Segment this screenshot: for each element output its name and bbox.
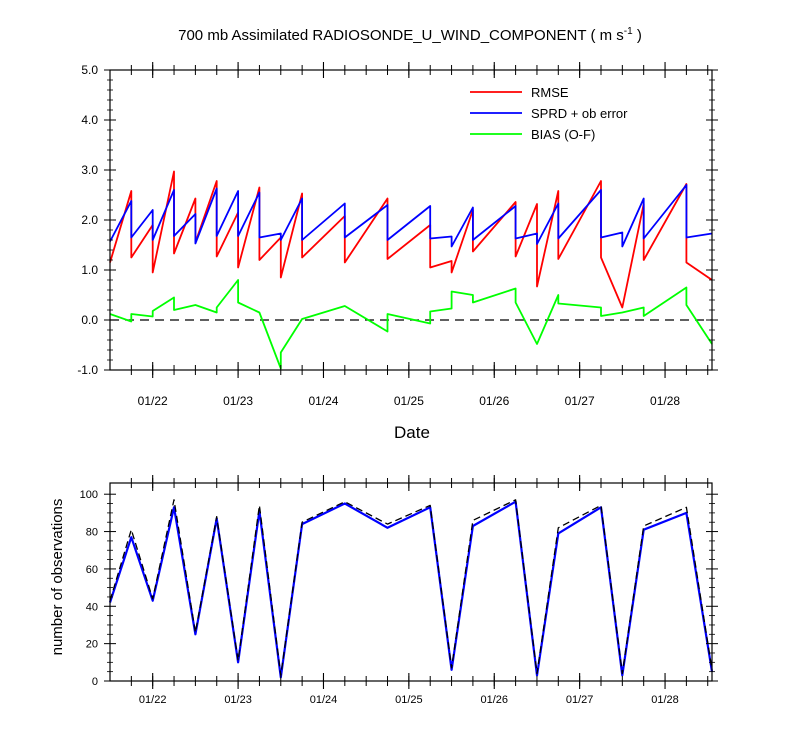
x-axis-label: Date [394, 423, 430, 442]
y-tick-label: 0 [92, 676, 98, 688]
legend-label-bias-o-f: BIAS (O-F) [531, 127, 595, 142]
x-tick-label-01-22: 01/22 [138, 394, 168, 408]
y-tick-label: -1.0 [77, 363, 98, 377]
chart-title: 700 mb Assimilated RADIOSONDE_U_WIND_COM… [178, 26, 642, 44]
y-tick-label: 2.0 [81, 213, 98, 227]
legend-label-rmse: RMSE [531, 85, 569, 100]
y-tick-label: 40 [86, 601, 98, 613]
top-series-rmse [109, 170, 713, 309]
bottom-series-obs-used [108, 500, 714, 679]
legend-label-sprd-ob-error: SPRD + ob error [531, 106, 628, 121]
top-series-bias-o-f [109, 279, 713, 370]
legend: RMSE SPRD + ob error BIAS (O-F) [470, 85, 628, 142]
bottom-panel: 0 20 40 60 80 100 01/22 01/23 01/24 01/25 01/26 01/… [49, 475, 718, 706]
bottom-plot-frame [109, 482, 713, 682]
y-tick-label: 4.0 [81, 113, 98, 127]
x-tick-label-01-24: 01/24 [310, 694, 338, 706]
x-tick-label-01-26: 01/26 [479, 394, 509, 408]
y-axis-label-observations: number of observations [49, 499, 66, 656]
top-ticks: -1.0 0.0 1.0 2.0 3.0 4.0 5.0 01/22 01/23 01/24 01/… [77, 62, 718, 408]
x-tick-label-01-22: 01/22 [139, 694, 167, 706]
x-tick-label-01-24: 01/24 [308, 394, 338, 408]
y-tick-label: 100 [80, 489, 98, 501]
x-tick-label-01-23: 01/23 [224, 694, 252, 706]
bottom-series [108, 499, 714, 679]
bottom-ticks: 0 20 40 60 80 100 01/22 01/23 01/24 01/25 01/26 01/… [80, 475, 718, 706]
top-series [109, 170, 713, 370]
x-tick-label-01-28: 01/28 [651, 694, 679, 706]
y-tick-label: 1.0 [81, 263, 98, 277]
x-tick-label-01-25: 01/25 [394, 394, 424, 408]
x-tick-label-01-27: 01/27 [566, 694, 594, 706]
y-tick-label: 3.0 [81, 163, 98, 177]
y-tick-label: 80 [86, 527, 98, 539]
top-series-sprd-ob-error [109, 184, 713, 248]
y-tick-label: 60 [86, 564, 98, 576]
bottom-series-obs-possible [109, 499, 713, 677]
x-tick-label-01-25: 01/25 [395, 694, 423, 706]
top-panel: 700 mb Assimilated RADIOSONDE_U_WIND_COM… [77, 26, 718, 442]
y-tick-label: 20 [86, 639, 98, 651]
y-tick-label: 5.0 [81, 63, 98, 77]
y-tick-label: 0.0 [81, 313, 98, 327]
x-tick-label-01-26: 01/26 [480, 694, 508, 706]
x-tick-label-01-28: 01/28 [650, 394, 680, 408]
x-tick-label-01-23: 01/23 [223, 394, 253, 408]
x-tick-label-01-27: 01/27 [565, 394, 595, 408]
